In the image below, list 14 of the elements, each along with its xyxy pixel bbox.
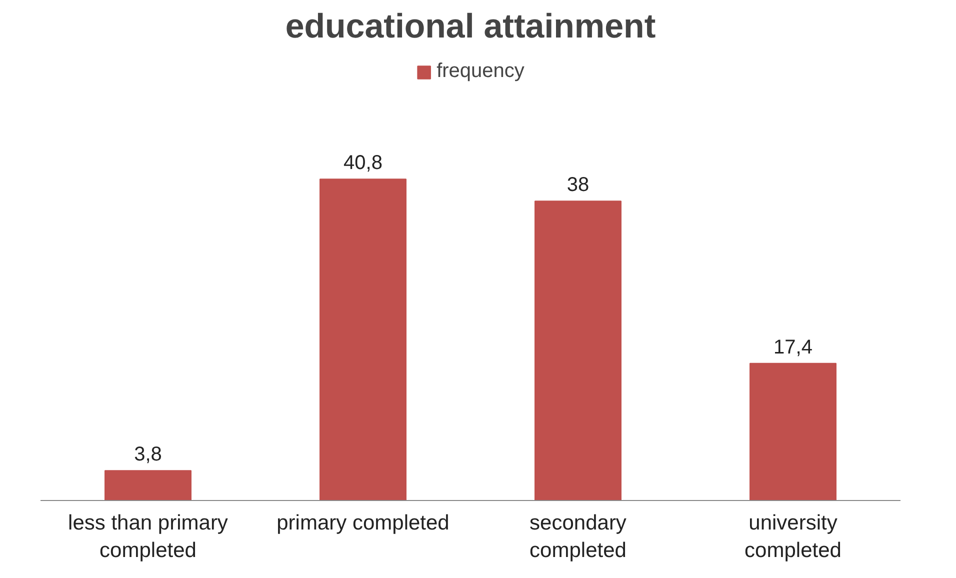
x-tick-label: primary completed: [276, 512, 450, 534]
data-label: 17,4: [774, 336, 812, 358]
data-label: 40,8: [344, 152, 382, 174]
bar: [320, 178, 406, 500]
x-tick-label: secondary completed: [530, 512, 627, 562]
x-tick-label: less than primary completed: [68, 512, 228, 562]
bar: [750, 362, 836, 500]
data-label: 3,8: [134, 444, 162, 466]
data-label: 38: [566, 174, 590, 196]
x-tick-label: university completed: [744, 512, 842, 562]
bar: [104, 470, 192, 500]
bar: [534, 200, 622, 500]
chart-title: educational attainment: [285, 8, 656, 46]
legend-label: frequency: [436, 60, 524, 83]
